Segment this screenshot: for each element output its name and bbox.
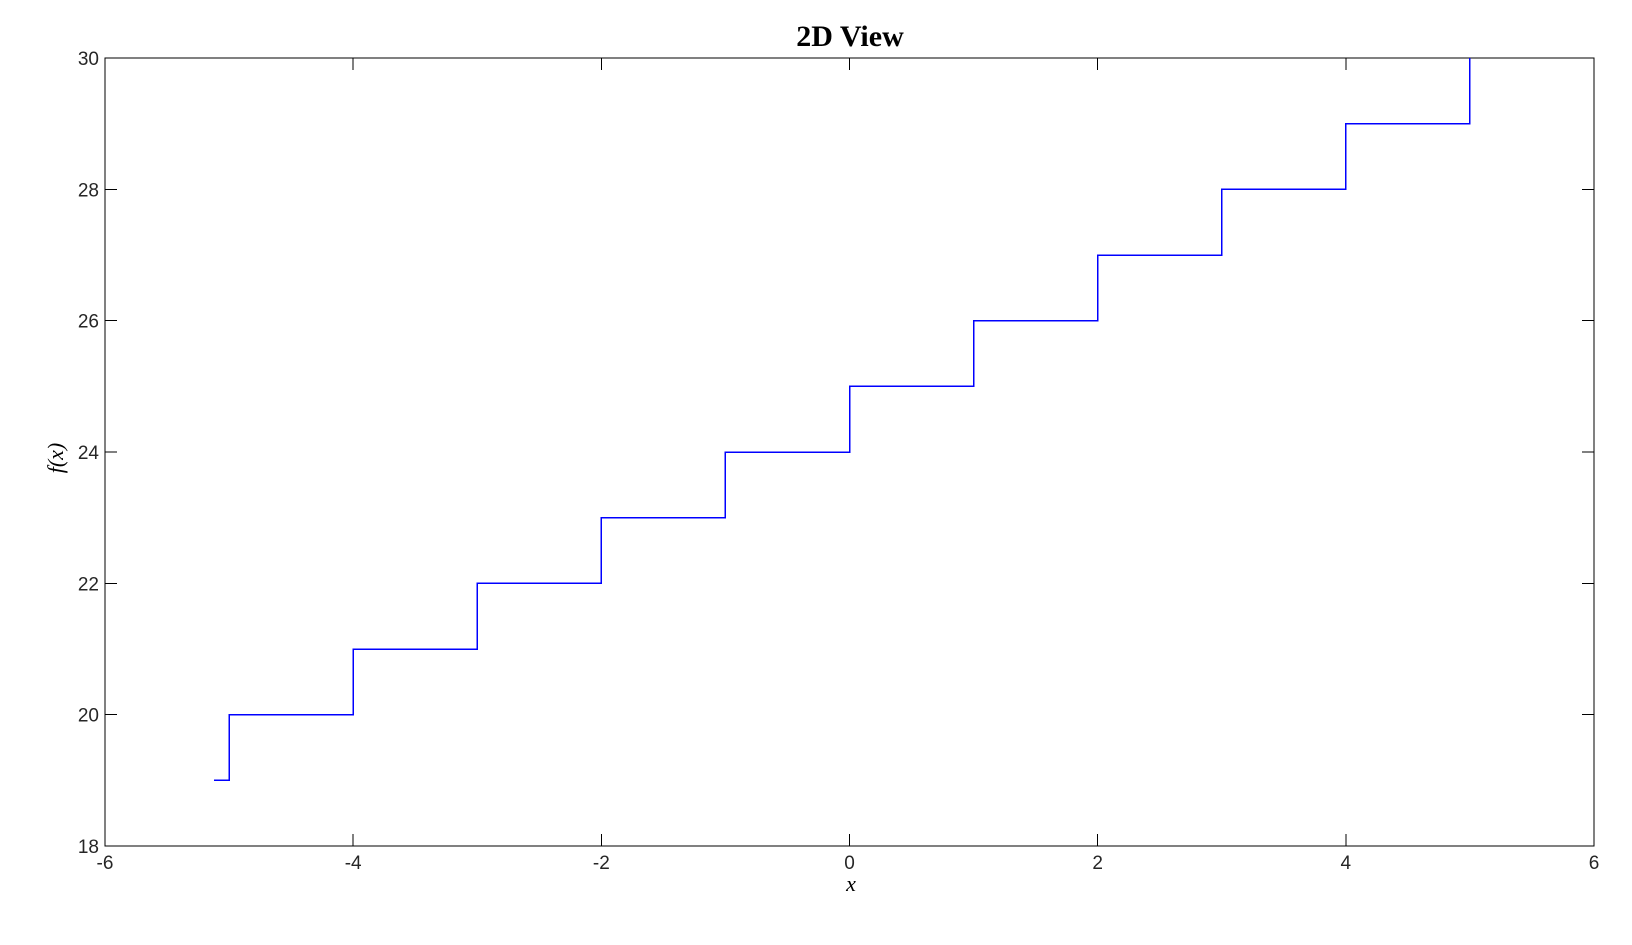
data-series <box>214 58 1471 782</box>
y-tick-label: 18 <box>78 837 99 858</box>
x-tick-label: 6 <box>1589 853 1600 874</box>
y-tick-label: 24 <box>78 443 100 464</box>
x-tick-label: -4 <box>345 853 362 874</box>
y-tick-label: 26 <box>78 312 99 333</box>
x-tick-label: 4 <box>1341 853 1352 874</box>
x-axis-label: x <box>845 871 856 896</box>
x-tick-label: 2 <box>1092 853 1103 874</box>
plot-title: 2D View <box>796 20 904 53</box>
y-tick-label: 30 <box>78 49 99 70</box>
x-tick-label: -6 <box>97 853 114 874</box>
y-axis-label: f(x) <box>43 443 68 474</box>
step-function-line <box>214 58 1471 782</box>
x-tick-label: 0 <box>844 853 855 874</box>
y-tick-label: 22 <box>78 574 99 595</box>
x-tick-label: -2 <box>593 853 610 874</box>
y-tick-label: 28 <box>78 180 99 201</box>
y-tick-label: 20 <box>78 706 99 727</box>
